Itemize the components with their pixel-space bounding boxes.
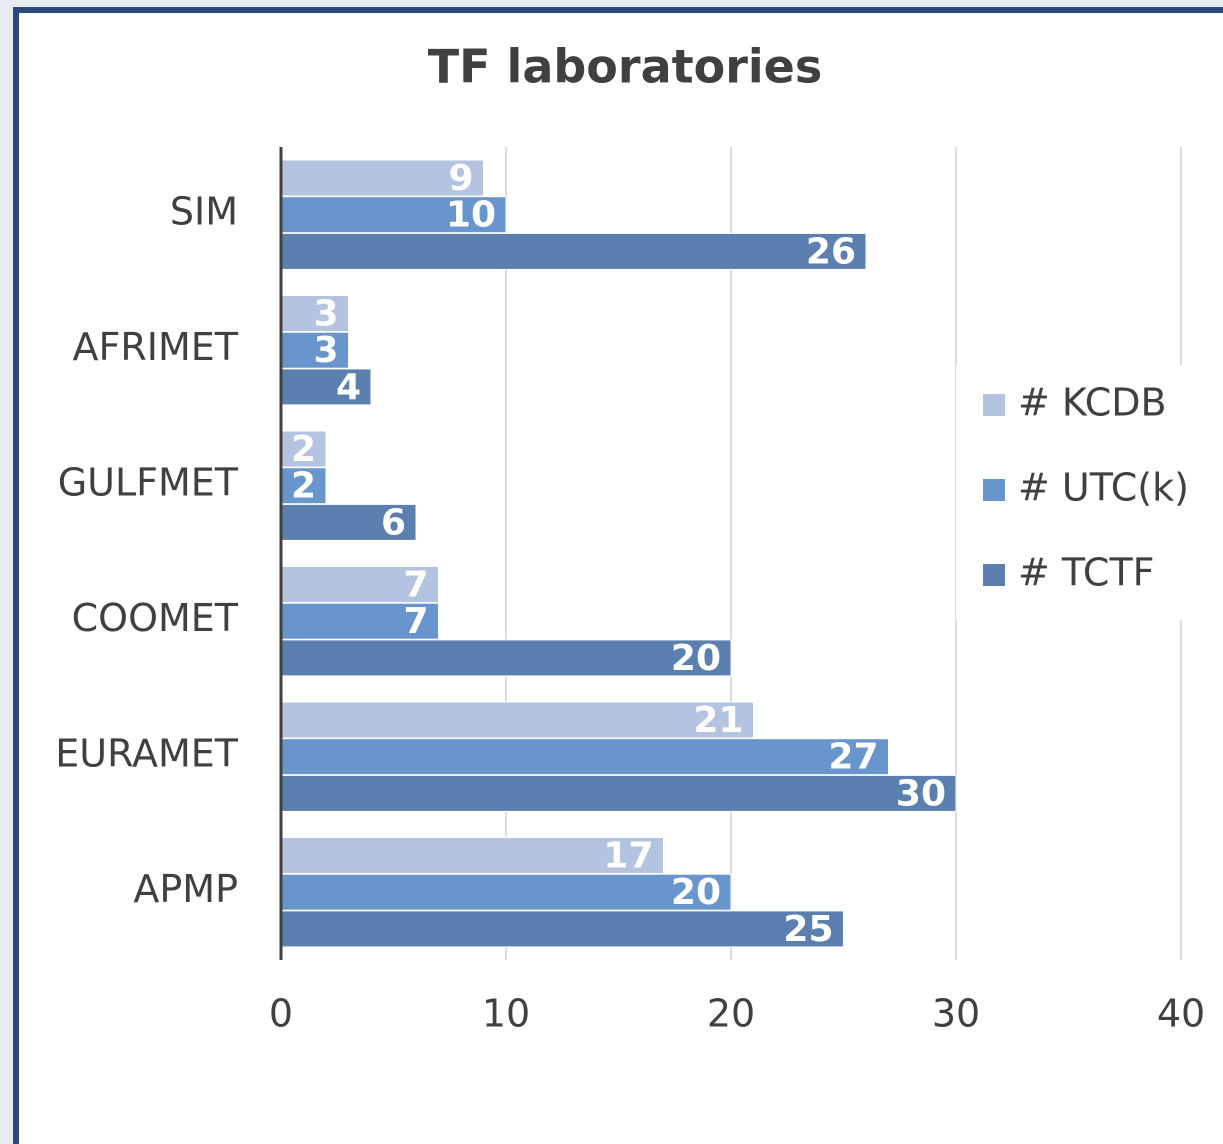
value-label: 3 [313,294,338,335]
legend-label: # UTC(k) [1018,466,1189,510]
y-tick-label: COOMET [72,596,239,640]
bar [280,639,732,677]
x-tick-label: 0 [269,992,293,1036]
y-tick-label: AFRIMET [73,325,239,369]
bar [280,295,349,332]
x-tick-label: 30 [932,992,980,1036]
value-label: 2 [291,466,316,507]
value-label: 9 [448,158,473,199]
value-label: 6 [381,502,406,543]
bar [280,566,439,603]
bar [280,159,484,197]
x-tick-label: 20 [707,992,755,1036]
value-label: 10 [446,195,496,236]
x-tick-label: 10 [482,992,530,1036]
y-tick-label: APMP [133,867,238,911]
value-label: 20 [671,872,721,913]
bar [280,910,844,948]
value-label: 25 [783,909,833,950]
legend-label: # KCDB [1018,381,1167,425]
value-label: 21 [693,700,743,741]
bar [280,873,732,911]
bar [280,701,754,739]
value-label: 27 [828,737,878,778]
value-label: 26 [806,231,856,272]
y-tick-label: EURAMET [55,732,238,776]
value-label: 17 [603,836,653,877]
bar [280,368,372,406]
value-label: 4 [336,367,361,408]
legend-swatch [983,394,1005,416]
legend-swatch [983,564,1005,586]
value-label: 3 [313,330,338,371]
y-tick-label: GULFMET [58,461,239,505]
value-label: 2 [291,429,316,470]
bar [280,232,867,270]
value-label: 30 [896,773,946,814]
bar [280,602,439,640]
x-tick-label: 40 [1157,992,1205,1036]
bar [280,738,889,776]
bar [280,837,664,874]
bar [280,774,957,812]
value-label: 7 [403,601,428,642]
bar [280,331,349,369]
value-label: 20 [671,638,721,679]
chart-title: TF laboratories [428,40,823,94]
legend-swatch [983,479,1005,501]
y-tick-label: SIM [170,190,238,234]
legend-label: # TCTF [1018,551,1155,595]
value-label: 7 [403,565,428,606]
bar [280,196,507,234]
